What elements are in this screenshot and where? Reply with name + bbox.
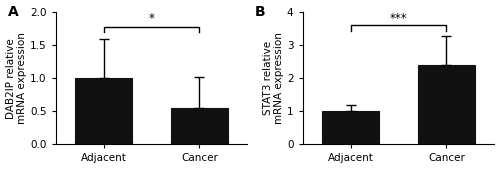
Bar (322, 111, 379, 144)
Y-axis label: STAT3 relative
mRNA expression: STAT3 relative mRNA expression (262, 32, 284, 124)
Bar (171, 108, 228, 144)
Text: B: B (254, 5, 265, 19)
Text: *: * (148, 12, 154, 25)
Text: ***: *** (390, 12, 407, 25)
Text: A: A (8, 5, 18, 19)
Bar (418, 65, 475, 144)
Bar (75, 78, 132, 144)
Y-axis label: DAB2IP relative
mRNA expression: DAB2IP relative mRNA expression (6, 32, 27, 124)
